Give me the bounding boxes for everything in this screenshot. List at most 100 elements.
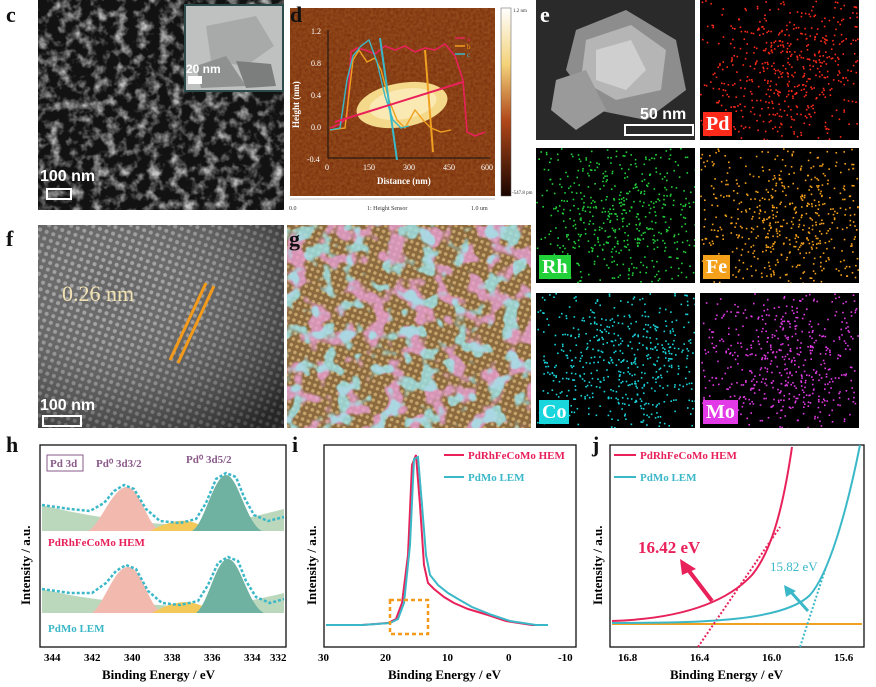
eds-dot	[616, 218, 619, 221]
eds-dot	[715, 377, 717, 380]
eds-dot	[717, 66, 719, 69]
eds-dot	[727, 183, 729, 186]
eds-dot	[768, 229, 771, 232]
eds-dot	[775, 89, 777, 91]
eds-dot	[647, 324, 650, 326]
eds-dot	[756, 225, 759, 228]
eds-dot	[621, 322, 624, 325]
colorbar-top: 1.2 nm	[513, 9, 527, 14]
eds-dot	[682, 216, 685, 219]
eds-dot	[800, 15, 803, 18]
eds-dot	[552, 380, 555, 382]
eds-dot	[777, 8, 780, 11]
eds-dot	[778, 126, 781, 129]
eds-dot	[556, 153, 559, 156]
eds-dot	[651, 157, 653, 159]
eds-dot	[763, 267, 766, 269]
eds-dot	[812, 65, 814, 68]
eds-dot	[624, 155, 626, 157]
eds-dot	[827, 257, 830, 259]
eds-dot	[786, 368, 788, 370]
eds-dot	[771, 51, 774, 54]
eds-dot	[814, 212, 817, 214]
eds-dot	[762, 66, 764, 69]
eds-dot	[796, 56, 799, 59]
eds-dot	[852, 167, 854, 170]
eds-dot	[740, 137, 743, 139]
eds-dot	[560, 186, 563, 188]
eds-dot	[620, 300, 622, 302]
h-xtick-5: 336	[204, 652, 221, 664]
eds-dot	[743, 396, 746, 398]
eds-dot	[758, 212, 761, 215]
eds-dot	[645, 346, 648, 349]
eds-dot	[731, 222, 733, 224]
eds-dot	[610, 340, 613, 342]
eds-dot	[811, 205, 813, 208]
eds-dot	[649, 174, 651, 176]
eds-dot	[770, 80, 772, 82]
cutoff-value1: 16.42 eV	[638, 538, 701, 557]
eds-dot	[853, 238, 856, 240]
eds-dot	[680, 148, 682, 150]
eds-dot	[571, 366, 573, 369]
eds-dot	[648, 204, 650, 206]
eds-dot	[787, 85, 789, 87]
eds-dot	[801, 377, 803, 379]
eds-dot	[842, 53, 845, 55]
eds-dot	[704, 218, 707, 221]
eds-dot	[827, 368, 830, 371]
eds-dot	[766, 82, 769, 84]
eds-dot	[578, 264, 580, 267]
eds-dot	[791, 153, 794, 156]
eds-dot	[612, 204, 614, 207]
eds-dot	[563, 208, 565, 211]
eds-dot	[854, 25, 857, 28]
eds-dot	[754, 354, 757, 356]
eds-dot	[803, 257, 805, 259]
eds-dot	[627, 234, 629, 237]
eds-dot	[803, 95, 806, 98]
eds-dot	[678, 367, 680, 370]
eds-dot	[778, 32, 781, 34]
eds-dot	[593, 316, 596, 319]
eds-dot	[783, 295, 786, 298]
eds-dot	[641, 421, 644, 423]
eds-dot	[811, 248, 813, 250]
eds-dot	[751, 99, 753, 102]
eds-dot	[590, 246, 593, 249]
eds-dot	[847, 69, 849, 72]
eds-dot	[737, 208, 739, 211]
eds-dot	[760, 347, 763, 350]
eds-dot	[662, 351, 665, 353]
eds-dot	[642, 232, 645, 234]
eds-dot	[595, 386, 598, 388]
eds-dot	[577, 328, 580, 331]
eds-dot	[557, 237, 559, 239]
eds-dot	[588, 407, 590, 410]
eds-dot	[585, 159, 588, 161]
eds-dot	[750, 265, 752, 268]
eds-dot	[685, 276, 688, 279]
panel-label-f: f	[6, 226, 14, 251]
eds-dot	[806, 237, 808, 240]
eds-dot	[656, 326, 659, 329]
eds-dot	[646, 185, 649, 188]
eds-dot	[730, 222, 732, 225]
eds-dot	[801, 375, 803, 377]
eds-dot	[570, 405, 572, 407]
eds-dot	[694, 303, 695, 306]
eds-dot	[624, 413, 626, 416]
eds-dot	[807, 239, 810, 241]
eds-dot	[676, 257, 678, 259]
eds-dot	[835, 28, 837, 31]
eds-dot	[749, 173, 751, 176]
eds-dot	[780, 2, 782, 5]
eds-dot	[769, 85, 771, 87]
eds-dot	[809, 64, 811, 67]
eds-dot	[617, 401, 620, 404]
eds-dot	[826, 150, 829, 153]
eds-dot	[615, 397, 617, 400]
eds-dot	[770, 89, 772, 91]
eds-dot	[745, 380, 747, 382]
